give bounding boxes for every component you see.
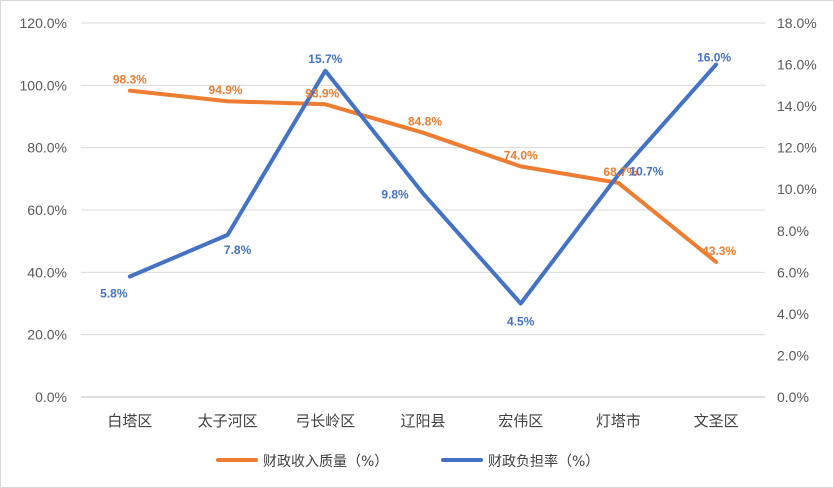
right-axis-tick-label: 4.0%	[777, 306, 809, 322]
left-axis-tick-label: 60.0%	[27, 202, 67, 218]
right-axis-tick-label: 10.0%	[777, 181, 817, 197]
series-line-2	[127, 62, 719, 306]
data-label: 94.9%	[209, 83, 243, 97]
category-label: 太子河区	[198, 412, 258, 430]
right-axis-tick-label: 0.0%	[777, 389, 809, 405]
right-axis-ticks: 0.0% 2.0% 4.0% 6.0% 8.0% 10.0% 12.0% 14.0% 16.0%…	[777, 15, 817, 405]
legend-label: 财政收入质量（%）	[263, 454, 388, 470]
data-labels: 98.3% 94.9% 93.9% 84.8% 74.0% 68.7% 43.3% 5.8% 7…	[100, 51, 736, 329]
right-axis-tick-label: 2.0%	[777, 347, 809, 363]
legend: 财政收入质量（%） 财政负担率（%）	[216, 453, 599, 470]
data-label: 7.8%	[224, 243, 252, 257]
series-line-1	[127, 88, 719, 264]
data-label: 10.7%	[629, 165, 663, 179]
right-axis-tick-label: 6.0%	[777, 264, 809, 280]
category-label: 弓长岭区	[295, 412, 355, 430]
data-label: 43.3%	[702, 244, 736, 258]
data-label: 5.8%	[100, 286, 128, 300]
legend-label: 财政负担率（%）	[488, 453, 599, 470]
left-axis-tick-label: 80.0%	[27, 140, 67, 156]
left-axis-tick-label: 120.0%	[20, 15, 67, 31]
data-label: 15.7%	[308, 52, 342, 66]
category-label: 白塔区	[107, 412, 152, 430]
data-label: 74.0%	[504, 148, 538, 162]
right-axis-tick-label: 18.0%	[777, 15, 817, 31]
data-label: 9.8%	[381, 187, 409, 201]
data-label: 84.8%	[408, 115, 442, 129]
right-axis-tick-label: 16.0%	[777, 57, 817, 73]
right-axis-tick-label: 12.0%	[777, 140, 817, 156]
left-axis-tick-label: 20.0%	[27, 327, 67, 343]
data-label: 93.9%	[305, 86, 339, 100]
gridlines	[81, 22, 765, 398]
series-lines	[127, 62, 719, 306]
category-label: 灯塔市	[596, 412, 641, 430]
category-axis-labels: 白塔区 太子河区 弓长岭区 辽阳县 宏伟区 灯塔市 文圣区	[107, 412, 738, 430]
left-axis-tick-label: 100.0%	[20, 77, 67, 93]
right-axis-tick-label: 8.0%	[777, 223, 809, 239]
left-axis-tick-label: 40.0%	[27, 264, 67, 280]
category-label: 辽阳县	[400, 412, 445, 430]
data-label: 4.5%	[507, 315, 535, 329]
category-label: 宏伟区	[498, 412, 543, 430]
data-label: 16.0%	[697, 51, 731, 65]
data-label: 68.7%	[603, 165, 637, 179]
category-label: 文圣区	[694, 412, 739, 430]
right-axis-tick-label: 14.0%	[777, 98, 817, 114]
data-label: 98.3%	[113, 73, 147, 87]
left-axis-ticks: 0.0% 20.0% 40.0% 60.0% 80.0% 100.0% 120.0%	[20, 15, 67, 405]
left-axis-tick-label: 0.0%	[35, 389, 67, 405]
